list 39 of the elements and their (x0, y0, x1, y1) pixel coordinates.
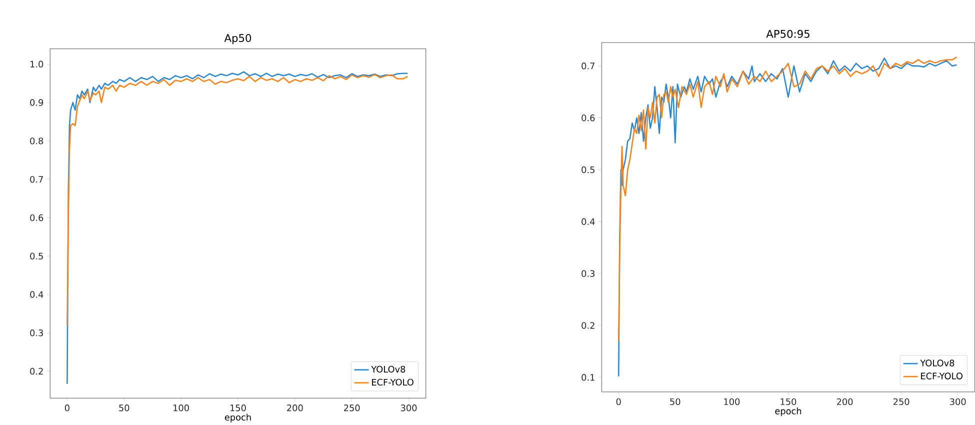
x-tick-label: 50 (670, 398, 680, 405)
x-axis-title: epoch (775, 407, 802, 416)
y-tick-label: 1.0 (30, 60, 44, 68)
y-tick-label: 0.5 (582, 166, 594, 174)
y-tick-label: 0.2 (582, 322, 594, 329)
legend-label: ECF-YOLO (372, 378, 414, 386)
x-tick-label: 300 (400, 404, 417, 412)
x-tick-label: 100 (724, 398, 740, 405)
x-tick-label: 300 (950, 398, 966, 405)
y-tick-label: 0.3 (30, 329, 43, 336)
y-tick-label: 0.6 (30, 214, 44, 221)
legend-label: YOLOv8 (371, 366, 406, 372)
x-tick-label: 200 (836, 398, 853, 405)
x-axis-title: epoch (224, 414, 251, 422)
x-tick-label: 250 (893, 398, 910, 405)
y-tick-label: 0.4 (30, 291, 44, 298)
y-tick-label: 0.2 (30, 368, 43, 375)
x-tick-label: 250 (344, 404, 360, 412)
x-tick-label: 200 (287, 404, 303, 412)
x-tick-label: 150 (230, 404, 246, 412)
line-series (66, 74, 408, 326)
chart-title: AP50:95 (766, 30, 810, 38)
y-tick-label: 0.5 (30, 252, 43, 260)
y-tick-label: 0.9 (30, 99, 44, 106)
x-tick-label: 0 (616, 398, 621, 405)
x-tick-label: 100 (174, 404, 189, 412)
y-tick-label: 0.4 (582, 218, 595, 225)
y-tick-label: 0.6 (582, 114, 595, 122)
chart-title: Ap50 (224, 34, 252, 44)
y-tick-label: 0.7 (582, 62, 594, 70)
legend-label: ECF-YOLO (921, 372, 962, 380)
y-tick-label: 0.8 (30, 137, 44, 144)
y-tick-label: 0.7 (30, 176, 43, 183)
y-tick-label: 0.1 (582, 374, 594, 381)
y-tick-label: 0.3 (582, 270, 595, 277)
legend-label: YOLOv8 (920, 360, 954, 366)
x-tick-label: 50 (119, 404, 130, 412)
x-tick-label: 150 (780, 398, 796, 405)
x-tick-label: 0 (64, 404, 70, 412)
